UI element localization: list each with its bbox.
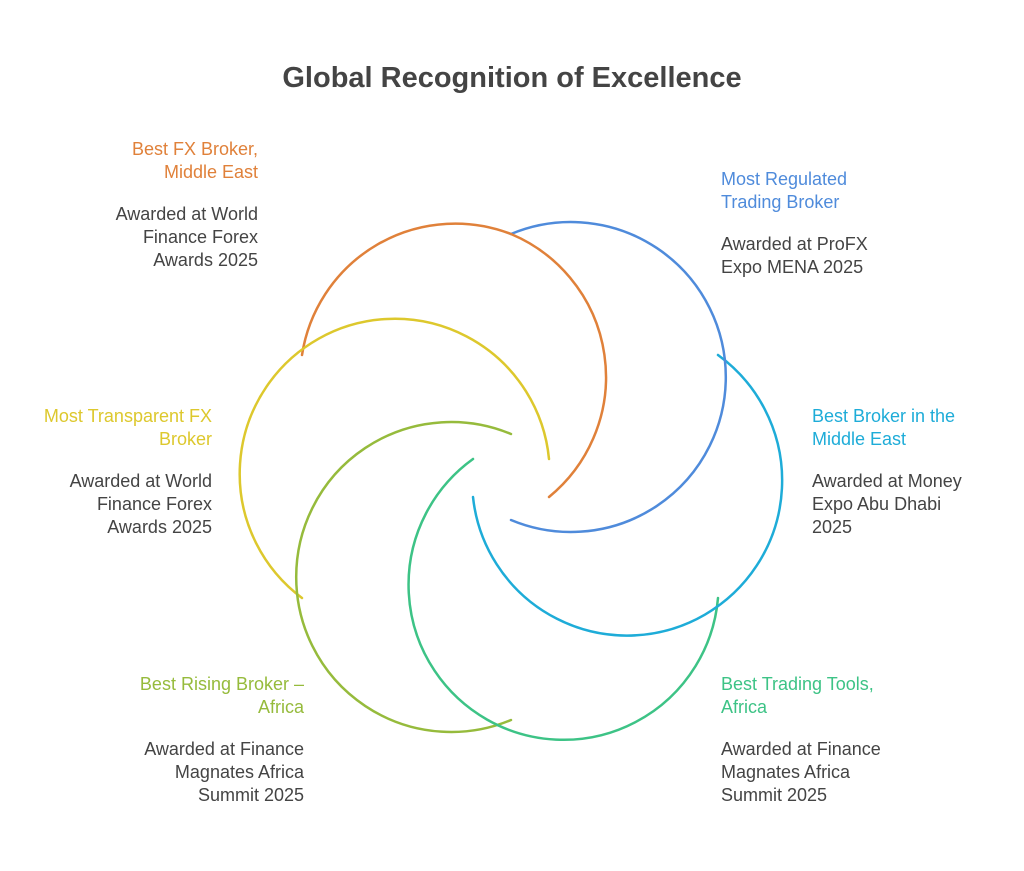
- award-description: Awarded at World Finance Forex Awards 20…: [69, 471, 212, 537]
- petal-best-fx-broker-middle-east: [300, 222, 513, 357]
- award-description: Awarded at Finance Magnates Africa Summi…: [721, 739, 881, 805]
- petal-most-regulated-trading-broker: [509, 220, 727, 534]
- award-label: Best FX Broker, Middle East: [131, 139, 258, 182]
- award-label: Best Rising Broker – Africa: [139, 674, 304, 717]
- award-description: Awarded at World Finance Forex Awards 20…: [115, 204, 258, 270]
- award-label: Best Trading Tools, Africa: [721, 674, 874, 717]
- award-best-rising-broker-africa: Best Rising Broker – Africa Awarded at F…: [54, 673, 304, 807]
- petal-best-trading-tools-africa: [407, 457, 720, 742]
- petal-most-transparent-fx-broker: [238, 317, 551, 600]
- award-most-regulated-trading-broker: Most Regulated Trading Broker Awarded at…: [721, 168, 971, 279]
- award-label: Best Broker in the Middle East: [812, 406, 956, 449]
- award-description: Awarded at Money Expo Abu Dhabi 2025: [812, 471, 962, 537]
- petal-best-rising-broker-africa: [295, 420, 513, 734]
- award-best-broker-middle-east: Best Broker in the Middle East Awarded a…: [812, 405, 1012, 539]
- award-best-fx-broker-middle-east: Best FX Broker, Middle East Awarded at W…: [8, 138, 258, 272]
- petal-best-fx-broker-middle-east-tail: [509, 232, 608, 499]
- award-description: Awarded at ProFX Expo MENA 2025: [721, 234, 868, 277]
- award-best-trading-tools-africa: Best Trading Tools, Africa Awarded at Fi…: [721, 673, 971, 807]
- diagram-title: Global Recognition of Excellence: [282, 62, 742, 94]
- award-label: Most Regulated Trading Broker: [721, 169, 848, 212]
- award-description: Awarded at Finance Magnates Africa Summi…: [144, 739, 304, 805]
- award-most-transparent-fx-broker: Most Transparent FX Broker Awarded at Wo…: [0, 405, 212, 539]
- award-label: Most Transparent FX Broker: [43, 406, 212, 449]
- petal-best-broker-middle-east: [471, 353, 784, 637]
